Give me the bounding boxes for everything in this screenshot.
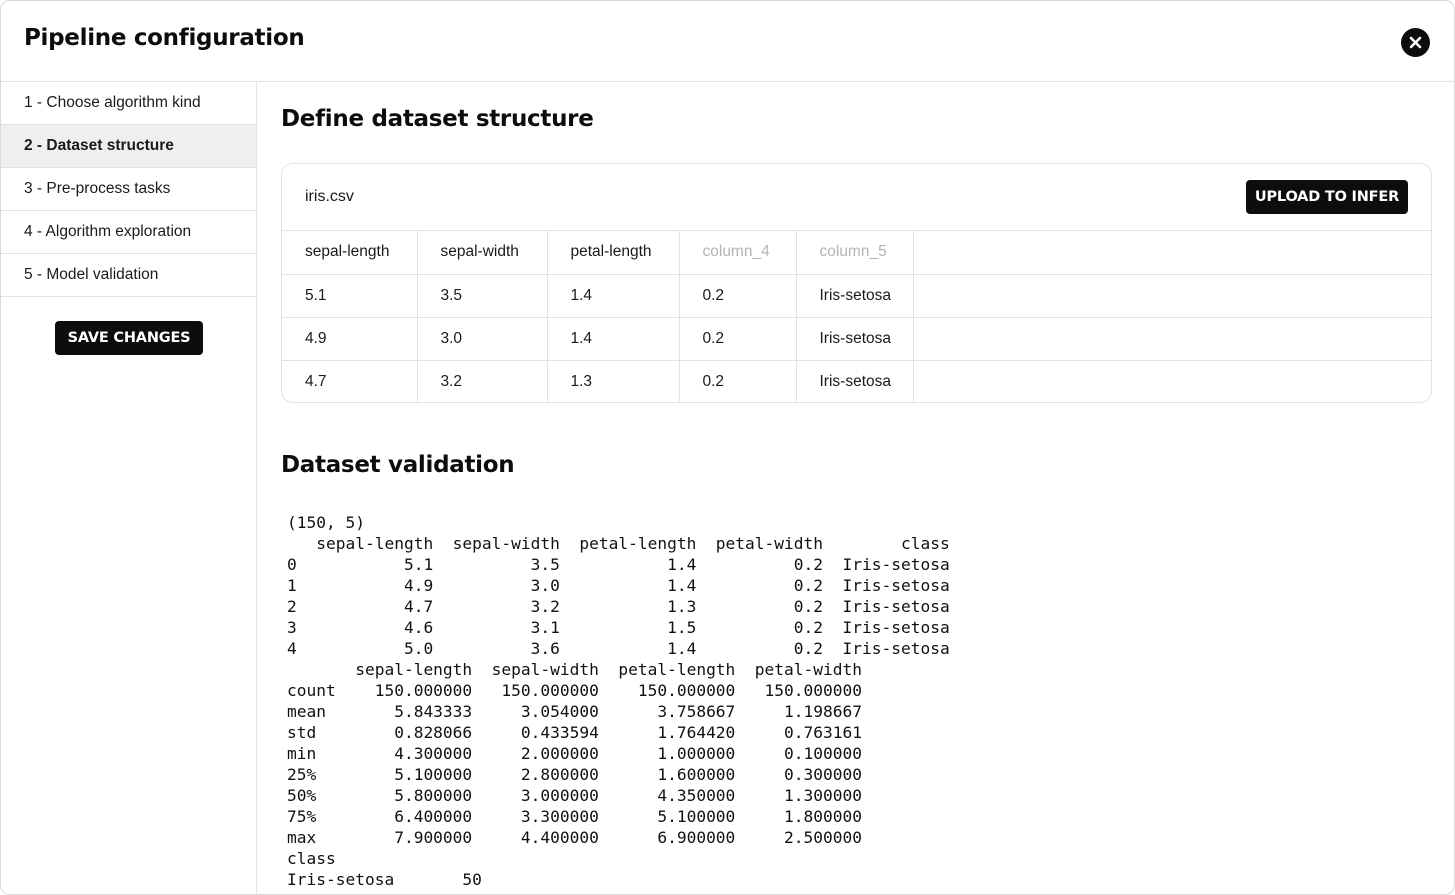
- file-name: iris.csv: [305, 188, 354, 205]
- dataset-preview-table: sepal-length sepal-width petal-length colum…: [282, 231, 1431, 402]
- structure-section-title: Define dataset structure: [281, 106, 594, 132]
- table-cell: Iris-setosa: [796, 317, 914, 361]
- table-cell: 0.2: [679, 274, 797, 318]
- table-row: 4.9 3.0 1.4 0.2 Iris-setosa: [282, 317, 1431, 361]
- output-line: 3 4.6 3.1 1.5 0.2 Iris-setosa: [287, 618, 950, 637]
- column-header[interactable]: petal-length: [547, 231, 680, 275]
- empty-cell: [913, 360, 1431, 402]
- table-row: 5.1 3.5 1.4 0.2 Iris-setosa: [282, 274, 1431, 318]
- output-line: (150, 5): [287, 513, 365, 532]
- table-cell: Iris-setosa: [796, 360, 914, 402]
- output-line: Iris-setosa 50: [287, 870, 482, 889]
- output-line: sepal-length sepal-width petal-length pe…: [287, 534, 950, 553]
- sidebar-step[interactable]: 5 - Model validation: [1, 254, 256, 297]
- steps-list: 1 - Choose algorithm kind 2 - Dataset str…: [1, 82, 256, 297]
- close-icon: [1409, 36, 1422, 49]
- table-cell: 3.2: [417, 360, 548, 402]
- sidebar-step[interactable]: 2 - Dataset structure: [1, 125, 256, 168]
- empty-cell: [913, 231, 1431, 275]
- sidebar-step[interactable]: 3 - Pre-process tasks: [1, 168, 256, 211]
- table-cell: 3.5: [417, 274, 548, 318]
- column-header[interactable]: sepal-length: [282, 231, 418, 275]
- output-line: class: [287, 849, 336, 868]
- table-row: 4.7 3.2 1.3 0.2 Iris-setosa: [282, 360, 1431, 402]
- column-header-row: sepal-length sepal-width petal-length colum…: [282, 231, 1431, 275]
- output-line: 25% 5.100000 2.800000 1.600000 0.300000: [287, 765, 862, 784]
- sidebar-step[interactable]: 4 - Algorithm exploration: [1, 211, 256, 254]
- output-line: max 7.900000 4.400000 6.900000 2.500000: [287, 828, 862, 847]
- validation-section-title: Dataset validation: [281, 452, 515, 478]
- output-line: sepal-length sepal-width petal-length pe…: [287, 660, 862, 679]
- output-line: mean 5.843333 3.054000 3.758667 1.198667: [287, 702, 862, 721]
- empty-cell: [913, 317, 1431, 361]
- close-button[interactable]: [1401, 28, 1430, 57]
- output-line: 50% 5.800000 3.000000 4.350000 1.300000: [287, 786, 862, 805]
- column-header[interactable]: sepal-width: [417, 231, 548, 275]
- column-header[interactable]: column_4: [679, 231, 797, 275]
- validation-output: (150, 5) sepal-length sepal-width petal-…: [287, 512, 1437, 890]
- output-line: 4 5.0 3.6 1.4 0.2 Iris-setosa: [287, 639, 950, 658]
- dataset-structure-card: iris.csv UPLOAD TO INFER sepal-length sep…: [281, 163, 1432, 403]
- output-line: std 0.828066 0.433594 1.764420 0.763161: [287, 723, 862, 742]
- empty-cell: [913, 274, 1431, 318]
- table-cell: 0.2: [679, 360, 797, 402]
- steps-sidebar: 1 - Choose algorithm kind 2 - Dataset str…: [1, 82, 257, 894]
- card-header: iris.csv UPLOAD TO INFER: [282, 164, 1431, 231]
- output-line: count 150.000000 150.000000 150.000000 1…: [287, 681, 862, 700]
- save-changes-button[interactable]: SAVE CHANGES: [55, 321, 203, 355]
- output-line: 0 5.1 3.5 1.4 0.2 Iris-setosa: [287, 555, 950, 574]
- table-cell: 1.4: [547, 317, 680, 361]
- output-line: 2 4.7 3.2 1.3 0.2 Iris-setosa: [287, 597, 950, 616]
- table-cell: 1.4: [547, 274, 680, 318]
- output-line: 75% 6.400000 3.300000 5.100000 1.800000: [287, 807, 862, 826]
- dialog-title: Pipeline configuration: [24, 25, 305, 51]
- table-cell: Iris-setosa: [796, 274, 914, 318]
- output-line: min 4.300000 2.000000 1.000000 0.100000: [287, 744, 862, 763]
- output-line: 1 4.9 3.0 1.4 0.2 Iris-setosa: [287, 576, 950, 595]
- table-cell: 4.9: [282, 317, 418, 361]
- table-cell: 5.1: [282, 274, 418, 318]
- upload-to-infer-button[interactable]: UPLOAD TO INFER: [1246, 180, 1408, 214]
- table-cell: 3.0: [417, 317, 548, 361]
- table-cell: 0.2: [679, 317, 797, 361]
- table-cell: 4.7: [282, 360, 418, 402]
- column-header[interactable]: column_5: [796, 231, 914, 275]
- table-cell: 1.3: [547, 360, 680, 402]
- dialog-header: Pipeline configuration: [1, 1, 1454, 82]
- main-content: Define dataset structure iris.csv UPLOAD…: [258, 82, 1454, 894]
- sidebar-step[interactable]: 1 - Choose algorithm kind: [1, 82, 256, 125]
